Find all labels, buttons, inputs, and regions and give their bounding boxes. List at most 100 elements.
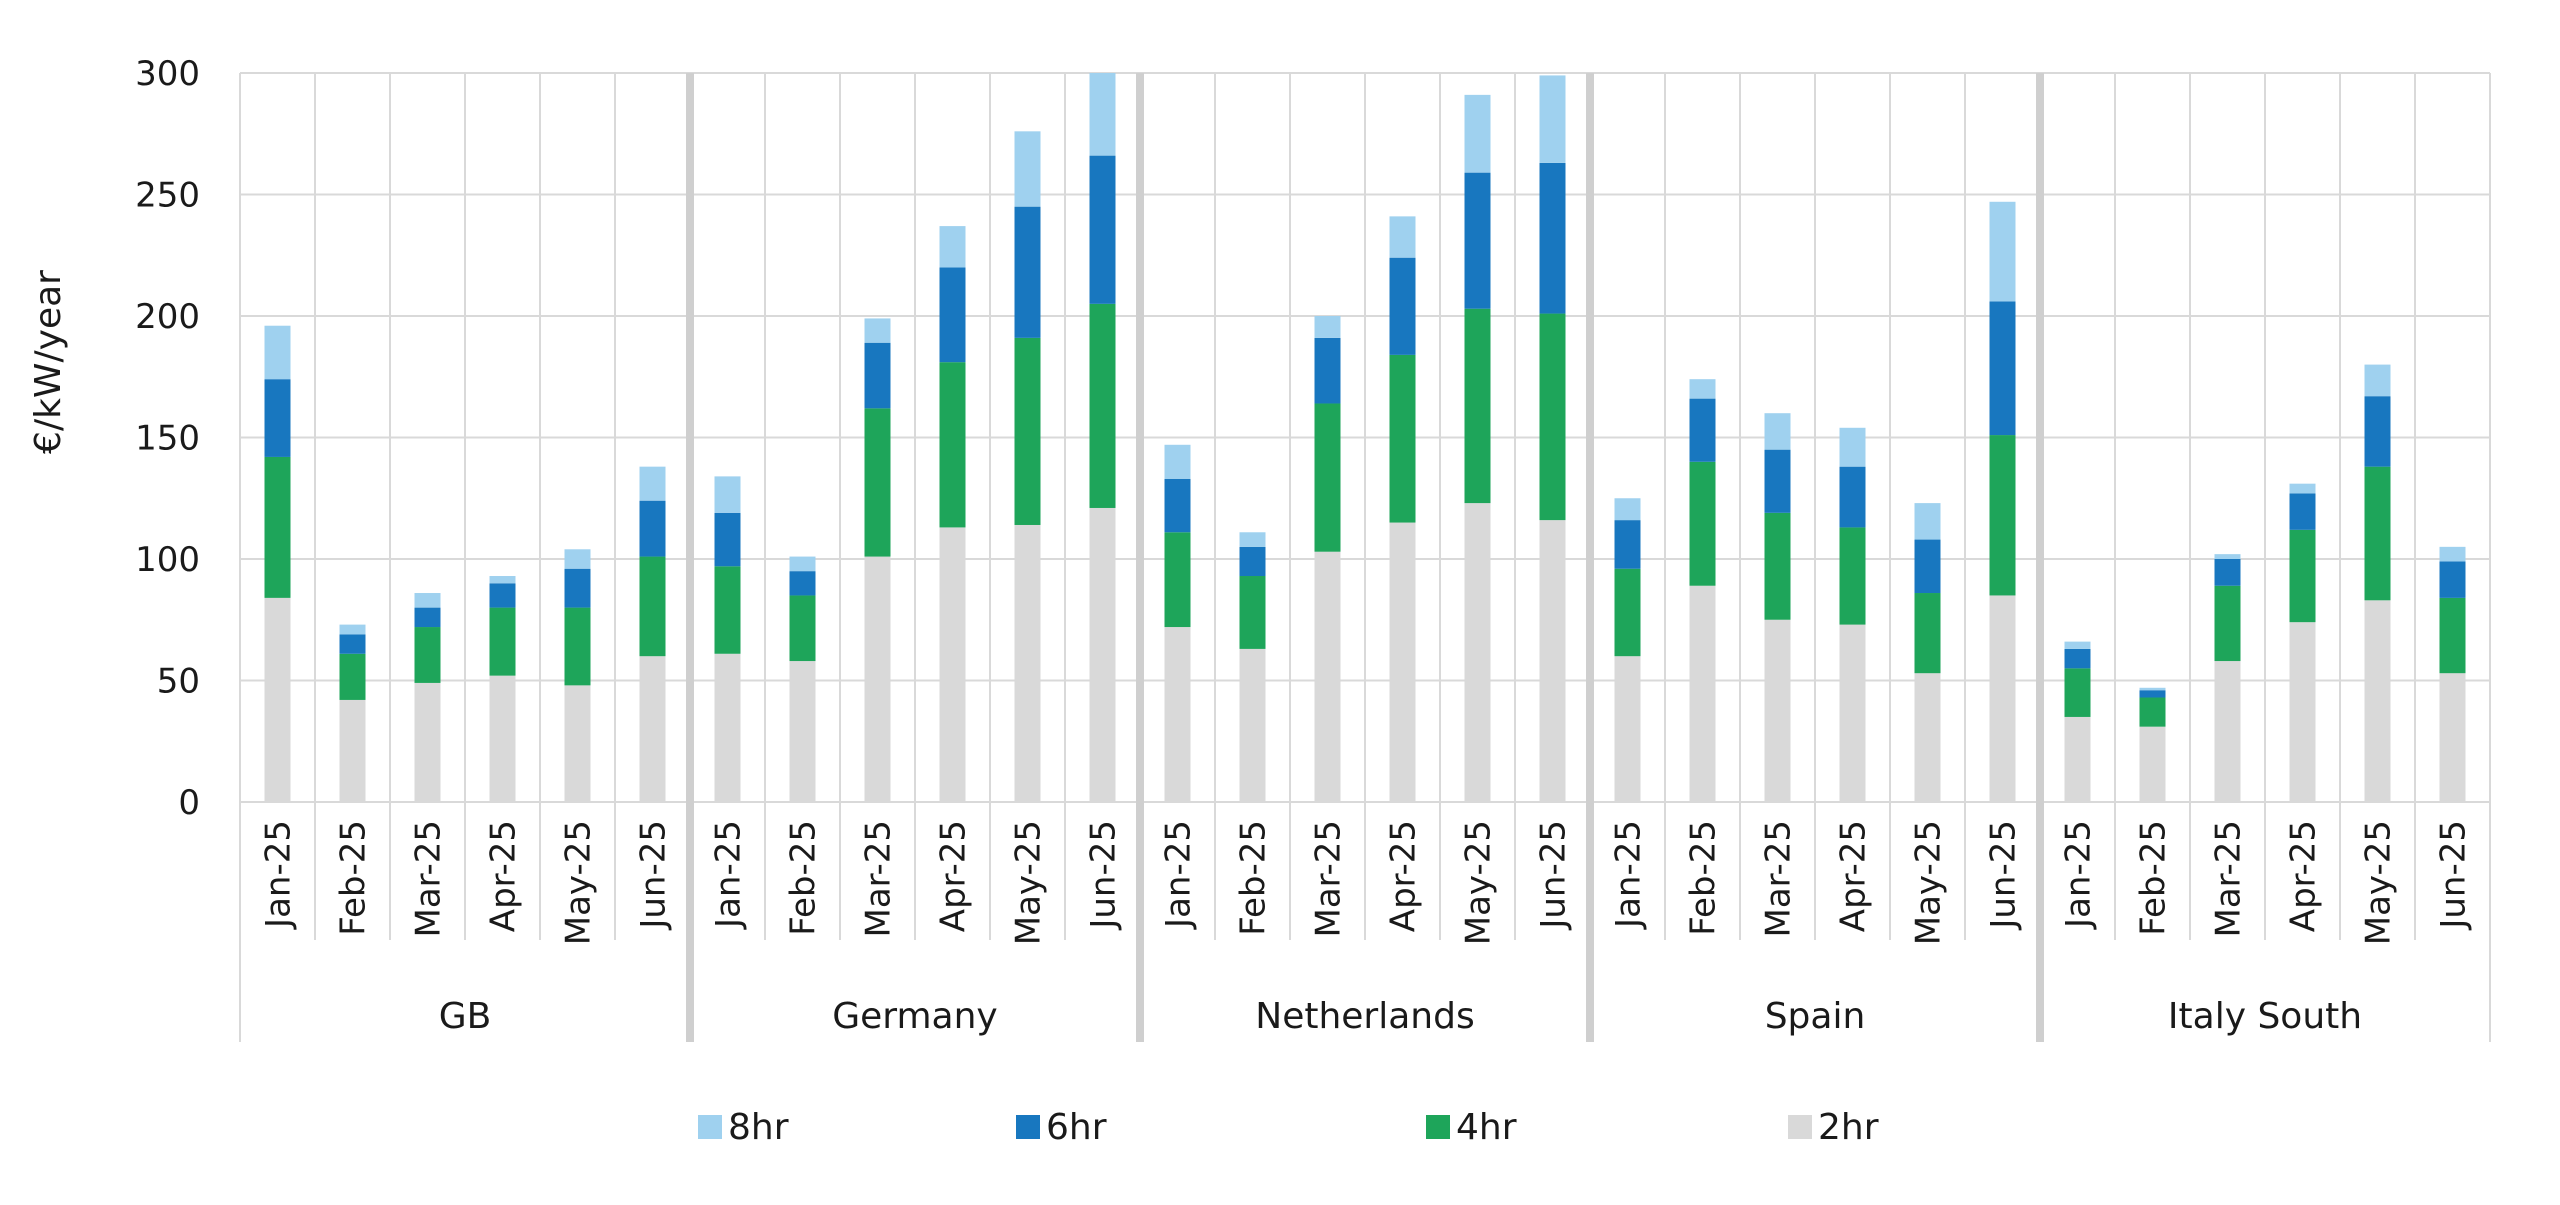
bar-segment-4hr xyxy=(1089,303,1116,508)
legend-swatch-6hr xyxy=(1016,1115,1040,1139)
bar-segment-8hr xyxy=(864,318,891,343)
bar-segment-2hr xyxy=(639,656,666,802)
bar-segment-6hr xyxy=(414,607,441,628)
x-axis-month-labels: Jan-25 Feb-25 Mar-25 Apr-25 May-25 Jun-25 Jan-… xyxy=(259,820,2474,945)
bar-segment-6hr xyxy=(1314,337,1341,404)
bar-segment-4hr xyxy=(1464,308,1491,504)
bar-segment-6hr xyxy=(1614,520,1641,569)
x-tick-label: Mar-25 xyxy=(859,820,899,938)
bar-segment-4hr xyxy=(1839,527,1866,625)
bar-segment-6hr xyxy=(2289,493,2316,530)
group-label: Netherlands xyxy=(1255,996,1474,1037)
bar-segment-4hr xyxy=(1014,337,1041,525)
bar-segment-2hr xyxy=(2214,661,2241,802)
bar-segment-2hr xyxy=(414,682,441,802)
bar-segment-8hr xyxy=(1389,216,1416,258)
legend-swatch-2hr xyxy=(1788,1115,1812,1139)
bar-segment-8hr xyxy=(789,556,816,572)
y-axis-title: €/kW/year xyxy=(28,270,69,454)
bar-segment-2hr xyxy=(564,685,591,802)
bar-segment-6hr xyxy=(2364,396,2391,467)
bar-segment-4hr xyxy=(489,607,516,676)
bar-segment-6hr xyxy=(1464,172,1491,309)
bar-segment-4hr xyxy=(339,653,366,700)
bar-segment-2hr xyxy=(1164,627,1191,802)
bar-segment-6hr xyxy=(1164,478,1191,533)
x-tick-label: May-25 xyxy=(1459,820,1499,945)
x-tick-label: Mar-25 xyxy=(409,820,449,938)
x-tick-label: Jan-25 xyxy=(2059,820,2099,930)
x-tick-label: Jun-25 xyxy=(1534,820,1574,931)
x-tick-label: Jan-25 xyxy=(1609,820,1649,930)
x-tick-label: Feb-25 xyxy=(784,820,824,936)
bar-segment-2hr xyxy=(1764,619,1791,802)
x-tick-label: Jan-25 xyxy=(259,820,299,930)
bar-segment-4hr xyxy=(939,362,966,528)
bar-segment-8hr xyxy=(2289,483,2316,494)
x-tick-label: Feb-25 xyxy=(1684,820,1724,936)
bar-segment-4hr xyxy=(1314,403,1341,552)
bar-segment-8hr xyxy=(1539,75,1566,163)
x-tick-label: Apr-25 xyxy=(2284,820,2324,932)
bar-segment-2hr xyxy=(489,675,516,802)
bar-segment-6hr xyxy=(1014,206,1041,338)
bar-segment-8hr xyxy=(1914,503,1941,540)
bar-segment-8hr xyxy=(1764,413,1791,450)
bar-segment-6hr xyxy=(864,342,891,409)
x-tick-label: Mar-25 xyxy=(2209,820,2249,938)
bar-segment-4hr xyxy=(2439,597,2466,674)
x-tick-label: Jun-25 xyxy=(634,820,674,931)
bar-segment-6hr xyxy=(1764,449,1791,513)
x-tick-label: May-25 xyxy=(1909,820,1949,945)
x-tick-label: Jun-25 xyxy=(1084,820,1124,931)
bar-segment-6hr xyxy=(939,267,966,363)
bar-segment-6hr xyxy=(1539,162,1566,314)
bar-segment-4hr xyxy=(264,456,291,598)
bar-segment-4hr xyxy=(2064,668,2091,717)
group-label: Italy South xyxy=(2168,996,2362,1037)
bar-segment-2hr xyxy=(264,597,291,802)
bar-segment-8hr xyxy=(939,226,966,268)
bar-segment-2hr xyxy=(1539,520,1566,802)
bar-segment-6hr xyxy=(2139,690,2166,698)
bar-segment-4hr xyxy=(414,627,441,683)
group-label: GB xyxy=(439,996,492,1037)
bar-segment-2hr xyxy=(1389,522,1416,802)
bar-segment-4hr xyxy=(2139,697,2166,727)
bar-segment-8hr xyxy=(414,593,441,608)
bar-segment-2hr xyxy=(2439,673,2466,802)
bar-segment-8hr xyxy=(2439,546,2466,562)
bar-segment-8hr xyxy=(489,576,516,584)
legend-label: 2hr xyxy=(1818,1107,1879,1148)
bar-segment-8hr xyxy=(1689,379,1716,399)
x-tick-label: Jun-25 xyxy=(1984,820,2024,931)
bar-segment-2hr xyxy=(864,556,891,802)
x-tick-label: Apr-25 xyxy=(1384,820,1424,932)
bar-segment-2hr xyxy=(2064,716,2091,802)
bar-segment-6hr xyxy=(1389,257,1416,355)
bar-segment-2hr xyxy=(2139,726,2166,802)
bar-segment-8hr xyxy=(639,466,666,501)
y-tick-label: 150 xyxy=(135,419,200,459)
bar-segment-4hr xyxy=(1614,568,1641,657)
bar-segment-4hr xyxy=(2289,529,2316,623)
legend-swatch-8hr xyxy=(698,1115,722,1139)
bar-segment-6hr xyxy=(339,634,366,654)
x-tick-label: May-25 xyxy=(1009,820,1049,945)
bar-segment-4hr xyxy=(714,566,741,654)
x-tick-label: Feb-25 xyxy=(334,820,374,936)
x-tick-label: Mar-25 xyxy=(1309,820,1349,938)
bar-segment-2hr xyxy=(1839,624,1866,802)
bar-segment-2hr xyxy=(789,661,816,802)
bar-segment-8hr xyxy=(1014,131,1041,207)
bar-segment-4hr xyxy=(1164,532,1191,628)
bar-segment-4hr xyxy=(2364,466,2391,601)
bar-segment-8hr xyxy=(264,325,291,380)
legend-label: 4hr xyxy=(1456,1107,1517,1148)
bar-segment-2hr xyxy=(1464,503,1491,802)
bar-segment-4hr xyxy=(1539,313,1566,521)
bar-segment-8hr xyxy=(1989,201,2016,302)
bar-segment-4hr xyxy=(1239,576,1266,649)
bar-segment-2hr xyxy=(2364,600,2391,802)
bar-segment-2hr xyxy=(1689,585,1716,802)
